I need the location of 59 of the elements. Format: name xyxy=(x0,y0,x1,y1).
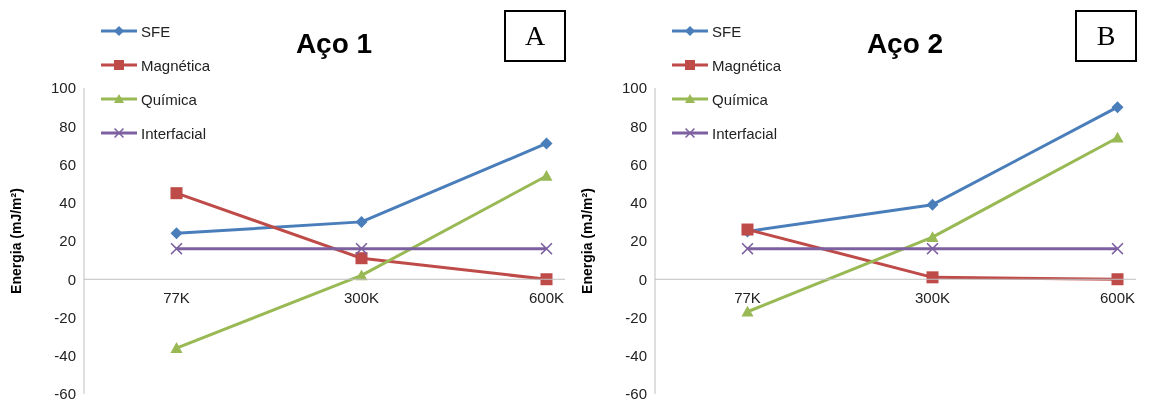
x-tick-label: 300K xyxy=(914,289,951,307)
y-tick-label: 20 xyxy=(630,232,647,250)
point xyxy=(1111,242,1124,255)
y-axis-title: Energia (mJ/m²) xyxy=(578,188,595,294)
y-tick-label: 0 xyxy=(67,270,76,288)
text: A xyxy=(504,10,566,62)
point xyxy=(1111,273,1124,286)
y-tick-label: 20 xyxy=(59,232,76,250)
legend-label: SFE xyxy=(712,22,742,40)
y-tick-label: 40 xyxy=(630,194,647,212)
point xyxy=(926,271,939,284)
y-tick-label: 0 xyxy=(638,270,647,288)
chart-title: Aço 2 xyxy=(865,28,945,60)
y-tick-label: 100 xyxy=(50,79,76,97)
point xyxy=(355,242,368,255)
legend-label: Magnética xyxy=(141,56,211,74)
point xyxy=(355,215,368,228)
point xyxy=(170,187,183,200)
y-tick-label: 60 xyxy=(59,155,76,173)
legend-label: Interfacial xyxy=(712,124,778,142)
point xyxy=(741,242,754,255)
y-tick-label: -60 xyxy=(54,385,76,403)
y-tick-label: 80 xyxy=(630,117,647,135)
x-tick-label: 77K xyxy=(734,289,761,307)
y-tick-label: 100 xyxy=(621,79,647,97)
y-tick-label: -20 xyxy=(54,308,76,326)
point xyxy=(540,137,553,150)
point xyxy=(170,227,183,240)
legend-label: Química xyxy=(712,90,768,108)
legend-label: Magnética xyxy=(712,56,782,74)
x-tick-label: 77K xyxy=(163,289,190,307)
y-tick-label: 80 xyxy=(59,117,76,135)
point xyxy=(355,252,368,265)
y-tick-label: -20 xyxy=(625,308,647,326)
y-tick-label: 40 xyxy=(59,194,76,212)
text: B xyxy=(1075,10,1137,62)
x-tick-label: 600K xyxy=(528,289,565,307)
point xyxy=(540,273,553,286)
y-tick-label: -40 xyxy=(625,347,647,365)
legend-label: Interfacial xyxy=(141,124,207,142)
y-tick-label: -40 xyxy=(54,347,76,365)
point xyxy=(926,242,939,255)
legend-label: SFE xyxy=(141,22,171,40)
chart-title: Aço 1 xyxy=(294,28,374,60)
point xyxy=(1111,131,1124,143)
x-tick-label: 300K xyxy=(343,289,380,307)
point xyxy=(170,242,183,255)
y-tick-label: 60 xyxy=(630,155,647,173)
y-tick-label: -60 xyxy=(625,385,647,403)
y-axis-title: Energia (mJ/m²) xyxy=(7,188,24,294)
point xyxy=(741,305,754,317)
point xyxy=(926,198,939,211)
point xyxy=(540,242,553,255)
x-tick-label: 600K xyxy=(1099,289,1136,307)
point xyxy=(170,342,183,353)
point xyxy=(1111,101,1124,114)
point xyxy=(926,231,939,242)
legend-label: Química xyxy=(141,90,197,108)
point xyxy=(540,169,553,181)
